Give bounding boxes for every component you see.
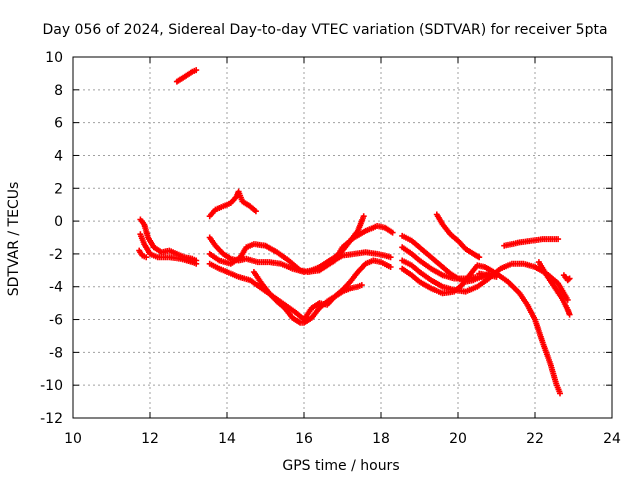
series-track-j	[316, 223, 396, 274]
grid-lines	[73, 57, 612, 418]
x-tick-label: 20	[449, 431, 467, 447]
tick-marks	[72, 56, 613, 419]
data-series	[136, 67, 573, 397]
series-track-h	[206, 257, 394, 323]
y-tick-label: -10	[40, 378, 63, 394]
series-track-i	[250, 269, 365, 326]
x-tick-label: 10	[64, 431, 82, 447]
series-markers	[535, 259, 573, 318]
series-markers	[206, 188, 259, 220]
series-markers	[501, 236, 562, 249]
x-tick-label: 14	[218, 431, 236, 447]
series-track-n	[399, 262, 563, 397]
series-markers	[173, 67, 200, 85]
y-tick-label: -12	[40, 411, 63, 427]
y-tick-label: -6	[49, 313, 63, 329]
y-tick-label: 4	[54, 148, 63, 164]
x-tick-label: 12	[141, 431, 159, 447]
y-tick-label: -8	[49, 345, 63, 361]
x-tick-label: 18	[372, 431, 390, 447]
series-track-o	[433, 211, 483, 261]
series-markers	[250, 269, 365, 326]
series-markers	[476, 270, 500, 280]
y-tick-label: -2	[49, 247, 63, 263]
plot-frame	[72, 56, 613, 419]
y-tick-label: -4	[49, 280, 63, 296]
y-tick-label: 0	[54, 214, 63, 230]
series-track-a	[173, 67, 200, 85]
series-track-s	[476, 270, 500, 280]
y-tick-label: 8	[54, 83, 63, 99]
series-track-r	[560, 272, 573, 284]
series-markers	[206, 257, 394, 323]
y-tick-label: 10	[45, 50, 63, 66]
x-tick-label: 16	[295, 431, 313, 447]
series-track-d	[136, 247, 150, 261]
x-tick-label: 24	[603, 431, 621, 447]
y-axis-label: SDTVAR / TECUs	[6, 182, 22, 297]
y-tick-label: 6	[54, 116, 63, 132]
series-markers	[560, 272, 573, 284]
series-markers	[136, 247, 150, 261]
series-markers	[399, 262, 563, 397]
series-track-q	[535, 259, 573, 318]
x-axis-label: GPS time / hours	[282, 458, 399, 474]
series-track-p	[501, 236, 562, 249]
y-tick-labels: -12 -10 -8 -6 -4 -2 0 2 4 6 8 10	[40, 50, 63, 427]
x-tick-labels: 10 12 14 16 18 20 22 24	[64, 431, 621, 447]
series-track-c	[137, 231, 200, 267]
series-track-e	[206, 188, 259, 220]
chart-title: Day 056 of 2024, Sidereal Day-to-day VTE…	[42, 22, 607, 38]
y-tick-label: 2	[54, 181, 63, 197]
x-tick-label: 22	[526, 431, 544, 447]
